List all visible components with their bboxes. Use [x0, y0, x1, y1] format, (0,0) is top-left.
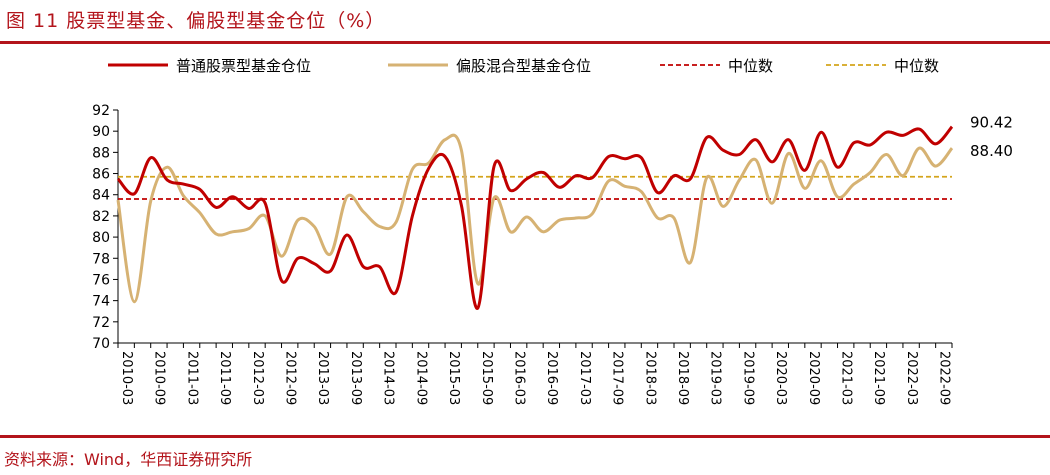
x-tick-label: 2017-09 [610, 351, 625, 405]
y-tick-label: 92 [92, 103, 110, 119]
legend-item: 普通股票型基金仓位 [108, 57, 311, 75]
x-tick-label: 2012-09 [283, 351, 298, 405]
end-value-label: 88.40 [970, 142, 1013, 160]
x-tick-label: 2020-09 [806, 351, 821, 405]
x-tick-label: 2011-03 [184, 351, 199, 405]
source-note: 资料来源：Wind，华西证券研究所 [4, 450, 253, 469]
legend-label: 普通股票型基金仓位 [176, 57, 311, 75]
x-tick-label: 2012-03 [250, 351, 265, 405]
y-tick-label: 88 [92, 145, 110, 161]
legend-item: 中位数 [660, 57, 773, 75]
y-tick-label: 80 [92, 230, 110, 246]
x-tick-label: 2018-09 [675, 351, 690, 405]
x-tick-label: 2021-03 [839, 351, 854, 405]
y-tick-label: 86 [92, 167, 110, 183]
x-tick-label: 2018-03 [642, 351, 657, 405]
x-tick-label: 2010-09 [152, 351, 167, 405]
end-labels: 90.42 88.40 [970, 114, 1013, 160]
legend-item: 偏股混合型基金仓位 [388, 57, 591, 75]
x-tick-label: 2021-09 [871, 351, 886, 405]
x-tick-label: 2014-03 [381, 351, 396, 405]
legend-label: 偏股混合型基金仓位 [456, 57, 591, 75]
y-tick-label: 76 [92, 272, 110, 288]
x-tick-label: 2019-09 [740, 351, 755, 405]
x-tick-label: 2022-03 [904, 351, 919, 405]
x-tick-label: 2015-09 [479, 351, 494, 405]
x-tick-label: 2017-03 [577, 351, 592, 405]
x-tick-label: 2011-09 [217, 351, 232, 405]
y-tick-label: 70 [92, 336, 110, 352]
median-lines [118, 175, 952, 200]
x-axis: 2010-03 2010-09 2011-03 2011-09 2012-03 2012-… [117, 342, 953, 405]
x-tick-label: 2020-03 [773, 351, 788, 405]
line-chart: 普通股票型基金仓位 偏股混合型基金仓位 中位数 中位数 70 72 74 76 78 80 82 8… [92, 57, 1013, 405]
x-tick-label: 2016-09 [544, 351, 559, 405]
series-lines [116, 125, 954, 310]
series-line-stock-fund [116, 125, 954, 310]
title-divider [0, 41, 1050, 44]
x-tick-label: 2014-09 [413, 351, 428, 405]
y-tick-label: 74 [92, 294, 110, 310]
y-tick-label: 82 [92, 209, 110, 225]
y-tick-label: 78 [92, 251, 110, 267]
legend-label: 中位数 [728, 57, 773, 75]
y-axis: 70 72 74 76 78 80 82 84 86 88 90 92 [92, 103, 119, 352]
x-tick-label: 2013-09 [348, 351, 363, 405]
footer-divider [0, 435, 1050, 438]
x-tick-label: 2016-03 [511, 351, 526, 405]
end-value-label: 90.42 [970, 114, 1013, 132]
legend-item: 中位数 [826, 57, 939, 75]
legend-label: 中位数 [894, 57, 939, 75]
series-line-mixed-fund [116, 133, 954, 304]
x-tick-label: 2022-09 [937, 351, 952, 405]
x-tick-label: 2015-03 [446, 351, 461, 405]
y-tick-label: 90 [92, 124, 110, 140]
legend: 普通股票型基金仓位 偏股混合型基金仓位 中位数 中位数 [108, 57, 939, 75]
y-tick-label: 72 [92, 315, 110, 331]
x-tick-label: 2013-03 [315, 351, 330, 405]
x-tick-label: 2019-03 [708, 351, 723, 405]
y-tick-label: 84 [92, 188, 110, 204]
chart-title: 图 11 股票型基金、偏股型基金仓位（%） [6, 10, 386, 32]
x-tick-label: 2010-03 [119, 351, 134, 405]
